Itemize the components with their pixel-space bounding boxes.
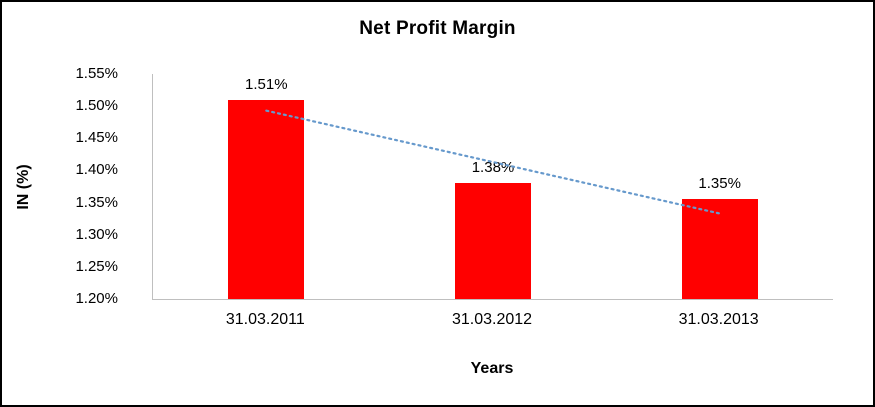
bar-value-label: 1.35% xyxy=(698,175,741,193)
y-tick-label: 1.55% xyxy=(75,65,118,82)
y-tick-label: 1.20% xyxy=(75,290,118,307)
y-axis-ticks: 1.55% 1.50% 1.45% 1.40% 1.35% 1.30% 1.25% 1.20% xyxy=(2,65,140,307)
x-axis-ticks: 31.03.2011 31.03.2012 31.03.2013 xyxy=(152,311,832,333)
y-tick-label: 1.30% xyxy=(75,225,118,243)
x-tick-label: 31.03.2013 xyxy=(678,311,759,328)
bar xyxy=(681,199,758,299)
y-tick-label: 1.45% xyxy=(75,129,118,147)
y-tick-label: 1.35% xyxy=(75,193,118,211)
x-tick-label: 31.03.2012 xyxy=(451,311,533,328)
y-tick-label: 1.25% xyxy=(75,257,118,275)
plot-area: 1.51% 1.38% 1.35% xyxy=(152,74,833,300)
bar xyxy=(228,99,305,299)
bar xyxy=(455,183,531,299)
chart-title: Net Profit Margin xyxy=(359,18,516,39)
x-axis-title: Years xyxy=(470,360,514,377)
y-tick-label: 1.40% xyxy=(75,161,118,179)
x-tick-label: 31.03.2011 xyxy=(225,311,305,328)
bar-value-label: 1.51% xyxy=(245,75,288,93)
bar-value-label: 1.38% xyxy=(471,159,515,177)
y-tick-label: 1.50% xyxy=(75,97,118,115)
